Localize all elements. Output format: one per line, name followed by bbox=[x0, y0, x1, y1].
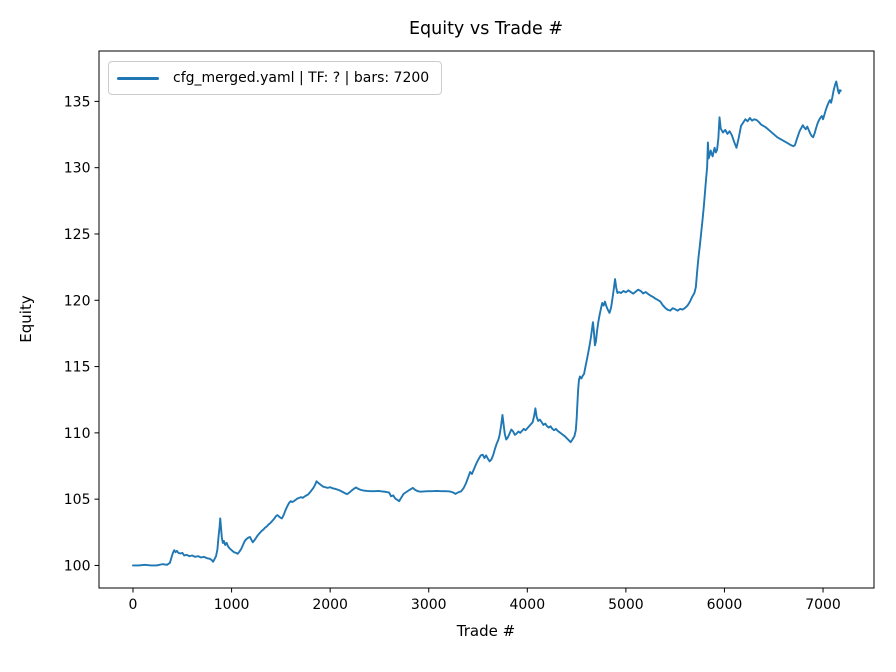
plot-area: 0 1000 2000 3000 4000 5000 6000 7000 100 105 110 11… bbox=[64, 50, 875, 613]
legend-line-sample bbox=[117, 76, 159, 80]
x-tick-label: 3000 bbox=[411, 597, 447, 613]
y-tick-label: 100 bbox=[64, 558, 91, 574]
x-tick-label: 4000 bbox=[509, 597, 545, 613]
axes-spines bbox=[98, 50, 875, 589]
x-tick-label: 0 bbox=[129, 597, 138, 613]
y-axis-label: Equity bbox=[17, 295, 35, 343]
legend-label: cfg_merged.yaml | TF: ? | bars: 7200 bbox=[173, 70, 430, 86]
x-tick-label: 5000 bbox=[608, 597, 644, 613]
y-tick-label: 105 bbox=[64, 492, 91, 508]
y-tick-label: 120 bbox=[64, 293, 91, 309]
chart-title: Equity vs Trade # bbox=[409, 19, 563, 39]
y-tick-label: 135 bbox=[64, 94, 91, 110]
y-tick-label: 115 bbox=[64, 360, 91, 376]
x-tick-label: 2000 bbox=[312, 597, 348, 613]
x-tick-label: 6000 bbox=[707, 597, 743, 613]
y-tick-label: 110 bbox=[64, 426, 91, 442]
y-tick-label: 130 bbox=[64, 161, 91, 177]
x-tick-label: 7000 bbox=[805, 597, 841, 613]
equity-curve bbox=[132, 80, 842, 567]
x-tick-label: 1000 bbox=[214, 597, 250, 613]
x-axis-label: Trade # bbox=[456, 622, 515, 640]
y-tick-label: 125 bbox=[64, 227, 91, 243]
legend: cfg_merged.yaml | TF: ? | bars: 7200 bbox=[108, 61, 443, 95]
